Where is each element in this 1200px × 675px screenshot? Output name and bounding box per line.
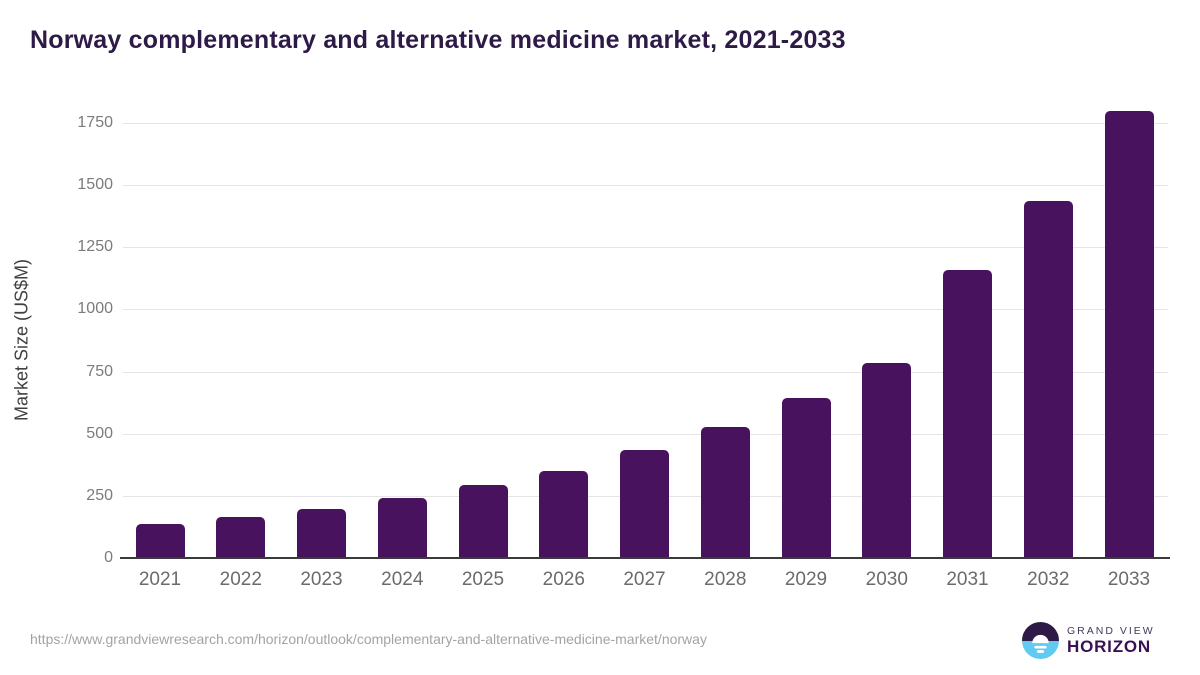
bar-2026	[539, 470, 589, 558]
horizon-sun-icon	[1022, 622, 1059, 659]
bar-2032	[1023, 201, 1073, 558]
bar-2021	[135, 523, 185, 558]
bar-2031	[943, 270, 992, 558]
bar-2024	[377, 498, 427, 558]
xtick-label-2025: 2025	[461, 569, 505, 590]
xtick-label-2023: 2023	[300, 569, 343, 590]
gridline-1500	[123, 185, 1168, 187]
ytick-label-1250: 1250	[77, 238, 113, 256]
ytick-label-1750: 1750	[77, 114, 113, 131]
ytick-label-250: 250	[86, 486, 113, 504]
xtick-label-2022: 2022	[219, 569, 262, 590]
gridline-750	[123, 371, 1168, 373]
ytick-label-1500: 1500	[77, 176, 113, 194]
xtick-label-2029: 2029	[784, 569, 828, 590]
gridline-1000	[123, 309, 1168, 311]
logo-text: GRAND VIEW HORIZON	[1067, 625, 1155, 656]
bar-2023	[297, 509, 346, 558]
xtick-label-2031: 2031	[946, 569, 989, 590]
ytick-label-750: 750	[86, 362, 113, 380]
xtick-label-2024: 2024	[381, 569, 424, 590]
ytick-label-0: 0	[104, 549, 113, 566]
ytick-label-1000: 1000	[77, 300, 113, 318]
xtick-label-2032: 2032	[1027, 569, 1070, 590]
bar-2033	[1104, 110, 1154, 558]
logo-bottom-text: HORIZON	[1067, 637, 1151, 656]
xtick-label-2027: 2027	[623, 569, 666, 590]
xtick-label-2033: 2033	[1107, 569, 1151, 590]
logo-top-text: GRAND VIEW	[1067, 625, 1155, 637]
xtick-label-2028: 2028	[704, 569, 747, 590]
source-url: https://www.grandviewresearch.com/horizo…	[30, 631, 707, 647]
xtick-label-2021: 2021	[138, 569, 182, 590]
xtick-label-2030: 2030	[865, 569, 908, 590]
gridline-500	[123, 433, 1168, 435]
bar-2029	[781, 397, 831, 558]
bar-2027	[620, 450, 669, 558]
gridline-1250	[123, 247, 1168, 249]
bar-2030	[862, 362, 912, 558]
ytick-label-500: 500	[86, 424, 113, 442]
gridline-1750	[123, 123, 1168, 124]
bar-2022	[216, 517, 266, 558]
bar-2025	[458, 485, 508, 558]
x-axis-line	[120, 557, 1170, 559]
xtick-label-2026: 2026	[542, 569, 585, 590]
bar-2028	[700, 427, 750, 558]
chart-title: Norway complementary and alternative med…	[30, 26, 846, 54]
grand-view-horizon-logo: GRAND VIEW HORIZON	[1022, 622, 1155, 659]
